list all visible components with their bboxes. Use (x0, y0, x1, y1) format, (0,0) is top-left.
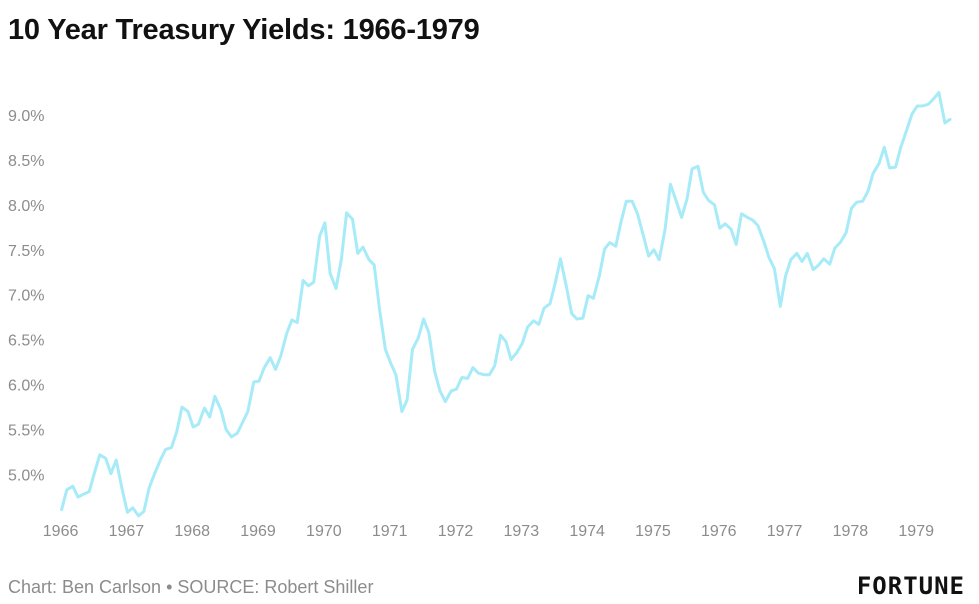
series-line-0 (60, 91, 952, 518)
x-tick-label: 1978 (833, 523, 869, 540)
x-tick-label: 1966 (43, 523, 79, 540)
chart-title: 10 Year Treasury Yields: 1966-1979 (8, 14, 480, 46)
series-layer (60, 91, 952, 518)
x-tick-label: 1969 (240, 523, 276, 540)
x-tick-label: 1974 (569, 523, 605, 540)
y-tick-label: 5.5% (8, 423, 44, 440)
y-tick-label: 8.0% (8, 198, 44, 215)
x-tick-label: 1973 (504, 523, 540, 540)
x-tick-label: 1970 (306, 523, 342, 540)
x-axis: 1966 1967 1968 1969 1970 1971 1972 1973 1974 1975… (43, 523, 934, 540)
x-tick-label: 1977 (767, 523, 803, 540)
y-tick-label: 8.5% (8, 153, 44, 170)
source-credit: Chart: Ben Carlson • SOURCE: Robert Shil… (8, 577, 374, 597)
x-tick-label: 1968 (174, 523, 210, 540)
y-tick-label: 6.0% (8, 378, 44, 395)
x-tick-label: 1979 (898, 523, 934, 540)
y-tick-label: 9.0% (8, 108, 44, 125)
fortune-logo[interactable]: FORTUNE (856, 572, 965, 600)
x-tick-label: 1967 (109, 523, 145, 540)
x-tick-label: 1975 (635, 523, 671, 540)
y-tick-label: 6.5% (8, 333, 44, 350)
y-tick-label: 5.0% (8, 468, 44, 485)
y-tick-label: 7.5% (8, 243, 44, 260)
y-axis: 5.0% 5.5% 6.0% 6.5% 7.0% 7.5% 8.0% 8.5% 9.0% (8, 108, 44, 485)
x-tick-label: 1971 (372, 523, 408, 540)
x-tick-label: 1972 (438, 523, 474, 540)
y-tick-label: 7.0% (8, 288, 44, 305)
x-tick-label: 1976 (701, 523, 737, 540)
